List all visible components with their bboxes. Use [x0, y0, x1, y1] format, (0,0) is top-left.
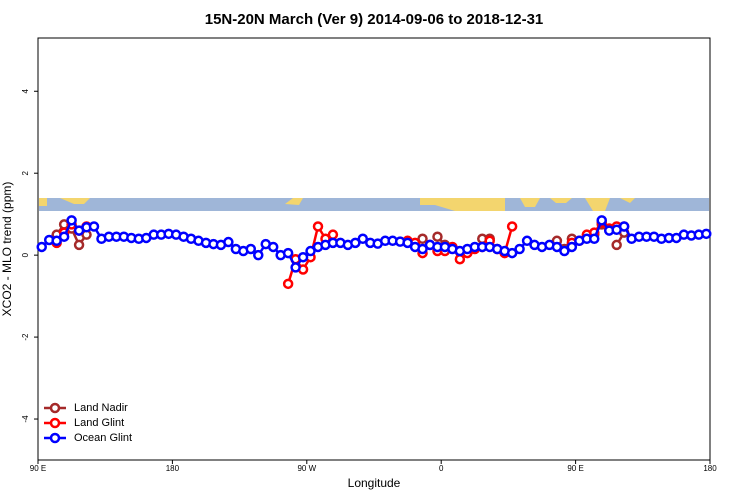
data-point — [253, 249, 264, 261]
map-strip — [39, 198, 709, 211]
legend-marker — [49, 417, 61, 429]
data-point — [51, 235, 62, 247]
data-point — [596, 215, 607, 226]
x-tick-label: 90 E — [567, 464, 583, 473]
x-tick-label: 180 — [166, 464, 180, 473]
data-point — [73, 239, 85, 251]
data-point — [36, 241, 47, 253]
x-tick-label: 90 E — [30, 464, 46, 473]
data-point — [282, 247, 294, 259]
data-point — [506, 221, 518, 232]
chart-title: 15N-20N March (Ver 9) 2014-09-06 to 2018… — [205, 11, 544, 28]
x-tick-label: 90 W — [297, 464, 316, 473]
data-point — [559, 245, 570, 257]
data-point — [432, 231, 443, 242]
data-point — [327, 229, 339, 240]
y-tick-label: 0 — [21, 252, 30, 257]
data-point — [297, 251, 309, 263]
data-point — [312, 221, 324, 232]
data-point — [589, 233, 600, 245]
data-point — [417, 233, 428, 245]
data-point — [223, 236, 234, 248]
data-point — [566, 241, 578, 253]
data-point — [521, 235, 533, 247]
data-point — [618, 221, 630, 232]
x-tick-label: 180 — [703, 464, 717, 473]
data-point — [290, 262, 301, 273]
data-point — [282, 278, 294, 290]
data-point — [245, 243, 257, 255]
data-point — [417, 243, 428, 255]
x-tick-label: 0 — [439, 464, 444, 473]
data-point — [611, 239, 622, 251]
y-tick-label: 2 — [21, 170, 30, 175]
data-point — [66, 215, 77, 226]
legend-label: Ocean Glint — [74, 432, 132, 444]
legend-marker — [49, 402, 61, 414]
data-point — [58, 231, 70, 242]
data-point — [402, 237, 413, 249]
y-tick-label: 4 — [21, 88, 30, 93]
y-tick-label: -2 — [21, 333, 30, 341]
data-point — [701, 228, 712, 240]
data-point — [357, 233, 369, 245]
legend-label: Land Glint — [74, 417, 124, 429]
data-point — [454, 253, 466, 265]
data-point — [514, 243, 525, 255]
data-point — [267, 241, 279, 253]
y-tick-label: -4 — [21, 415, 30, 423]
data-point — [88, 221, 100, 232]
legend-marker — [49, 432, 61, 444]
data-point — [551, 241, 563, 253]
data-point — [506, 247, 518, 259]
data-point — [350, 237, 361, 249]
x-axis-label: Longitude — [348, 476, 401, 490]
plot-frame — [37, 37, 711, 461]
legend-label: Land Nadir — [74, 402, 128, 414]
y-axis-label: XCO2 - MLO trend (ppm) — [0, 182, 14, 317]
data-point — [305, 245, 316, 257]
